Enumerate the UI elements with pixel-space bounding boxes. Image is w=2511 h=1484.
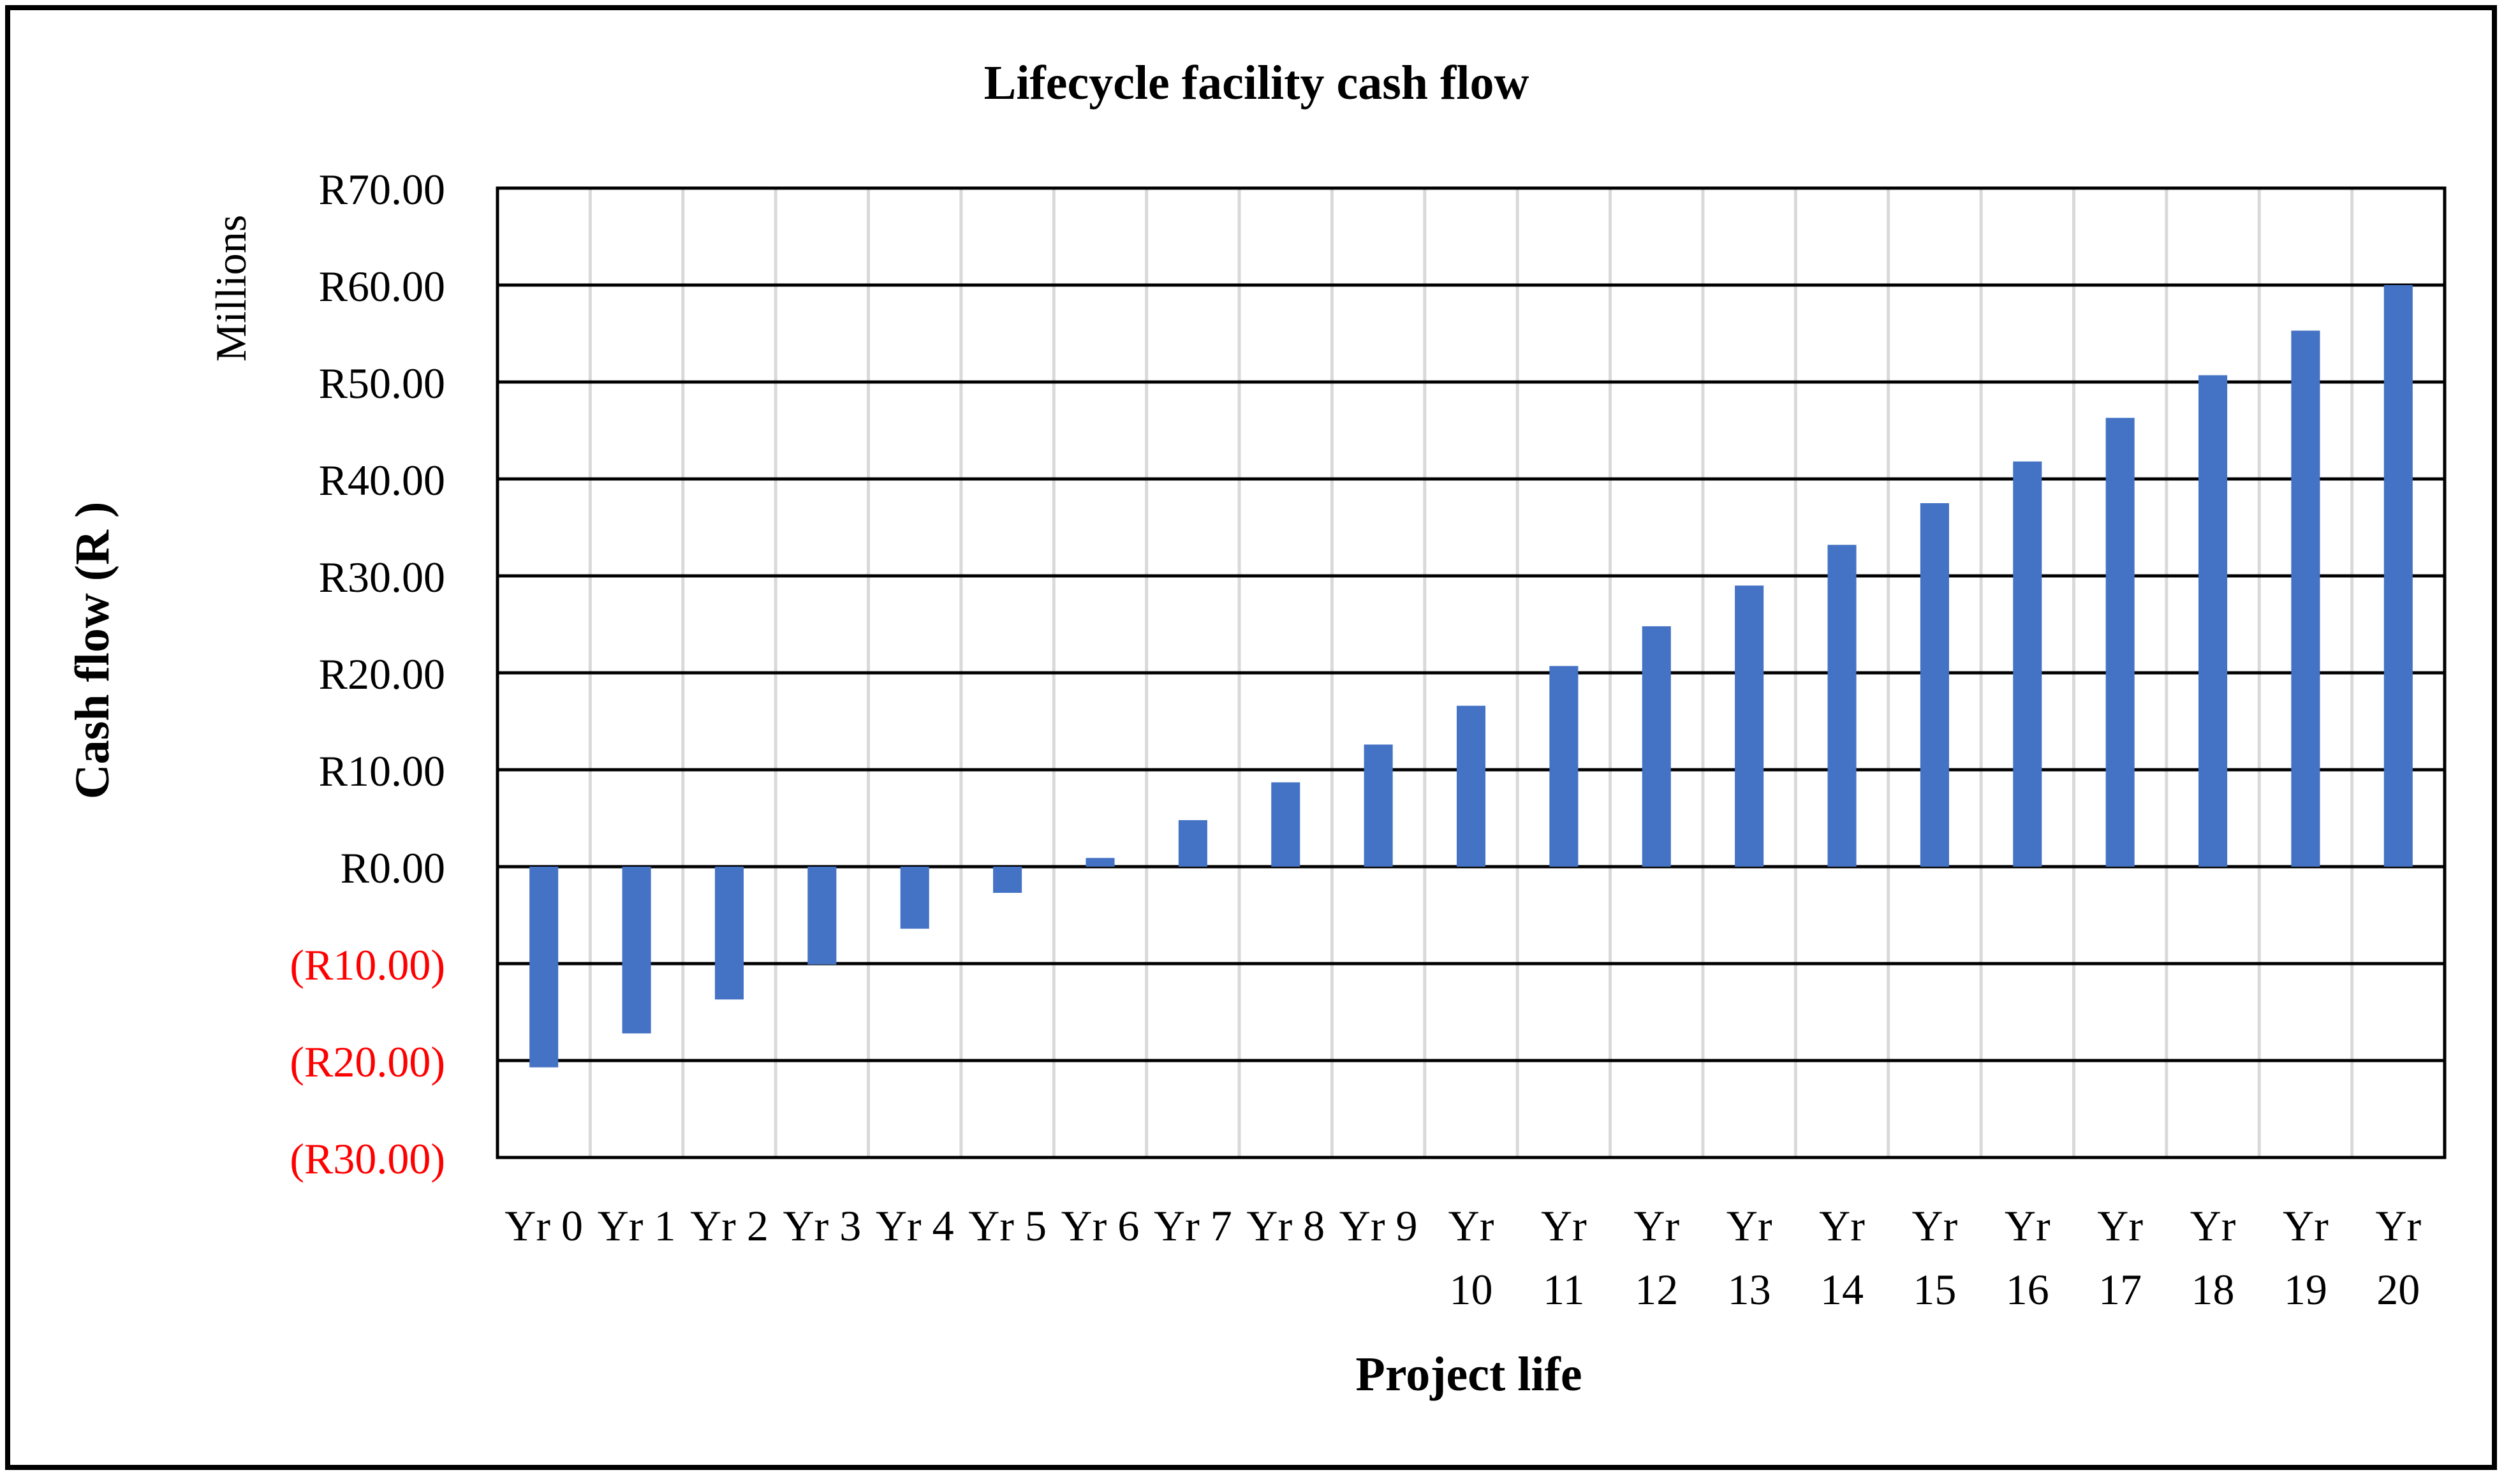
bar-yr-18 [2198, 375, 2228, 867]
bar-yr-7 [1178, 820, 1207, 867]
grid-layer [496, 186, 2447, 1159]
y-tick-label: (R10.00) [290, 941, 445, 989]
y-tick-label: R10.00 [319, 747, 445, 795]
x-tick-label: Yr 4 [876, 1201, 954, 1250]
x-tick-label: Yr 20 [2375, 1201, 2421, 1314]
chart-frame [5, 5, 2497, 1470]
x-tick-label: Yr 13 [1727, 1201, 1772, 1314]
plot-border [496, 186, 2447, 1159]
x-tick-label: Yr 17 [2097, 1201, 2143, 1314]
x-tick-label: Yr 3 [783, 1201, 861, 1250]
bar-yr-14 [1827, 545, 1857, 867]
x-tick-label: Yr 18 [2190, 1201, 2236, 1314]
bar-yr-20 [2383, 285, 2413, 867]
bar-yr-3 [807, 867, 837, 965]
y-tick-label: R0.00 [341, 844, 445, 892]
x-tick-label: Yr 6 [1061, 1201, 1140, 1250]
bar-yr-6 [1086, 858, 1115, 867]
bar-yr-11 [1549, 666, 1579, 867]
tick-layer: (R30.00) (R20.00) (R10.00) R0.00 R10.00 R20.0… [290, 165, 2421, 1314]
x-tick-label: Yr 12 [1633, 1201, 1679, 1314]
y-tick-label: R60.00 [319, 262, 445, 311]
x-tick-label: Yr 9 [1339, 1201, 1418, 1250]
x-tick-label: Yr 10 [1448, 1201, 1494, 1314]
bar-layer [529, 285, 2413, 1068]
x-tick-label: Yr 8 [1246, 1201, 1325, 1250]
bar-yr-9 [1364, 744, 1393, 867]
bar-yr-13 [1735, 585, 1764, 867]
bar-yr-1 [622, 867, 651, 1034]
bar-yr-15 [1920, 503, 1949, 867]
bar-yr-2 [714, 867, 744, 1000]
y-tick-label: R70.00 [319, 165, 445, 214]
y-tick-label: R50.00 [319, 359, 445, 408]
bar-yr-5 [993, 867, 1022, 893]
y-axis-label: Cash flow (R ) [66, 502, 119, 800]
bar-yr-12 [1642, 626, 1671, 867]
bar-yr-0 [529, 867, 559, 1068]
x-tick-label: Yr 7 [1154, 1201, 1232, 1250]
x-axis-label: Project life [1355, 1348, 1582, 1401]
bar-yr-10 [1456, 705, 1486, 867]
y-unit-label: Millions [207, 215, 255, 362]
bar-yr-4 [900, 867, 929, 929]
x-tick-label: Yr 5 [968, 1201, 1047, 1250]
y-tick-label: (R30.00) [290, 1135, 445, 1183]
x-tick-label: Yr 19 [2283, 1201, 2329, 1314]
x-tick-label: Yr 2 [690, 1201, 769, 1250]
x-tick-label: Yr 15 [1912, 1201, 1958, 1314]
x-tick-label: Yr 11 [1541, 1201, 1587, 1314]
y-tick-label: R30.00 [319, 553, 445, 601]
x-tick-label: Yr 0 [504, 1201, 583, 1250]
bar-yr-8 [1271, 782, 1300, 867]
bar-yr-17 [2105, 418, 2135, 867]
x-tick-label: Yr 14 [1819, 1201, 1865, 1314]
bar-yr-16 [2013, 461, 2042, 867]
x-tick-label: Yr 1 [598, 1201, 676, 1250]
x-tick-label: Yr 16 [2005, 1201, 2051, 1314]
bar-yr-19 [2291, 330, 2320, 867]
y-tick-label: R20.00 [319, 650, 445, 698]
y-tick-label: R40.00 [319, 456, 445, 504]
y-tick-label: (R20.00) [290, 1038, 445, 1086]
chart-title: Lifecycle facility cash flow [984, 56, 1529, 110]
